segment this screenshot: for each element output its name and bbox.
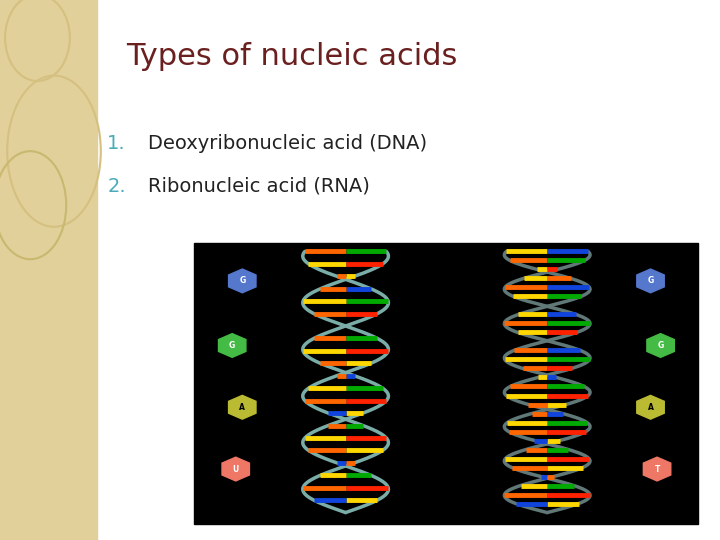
Bar bbox=[0, 0, 97, 540]
Text: G: G bbox=[229, 341, 235, 350]
Text: 2.: 2. bbox=[107, 177, 126, 196]
Text: T: T bbox=[654, 464, 660, 474]
Text: G: G bbox=[647, 276, 654, 286]
Text: Deoxyribonucleic acid (DNA): Deoxyribonucleic acid (DNA) bbox=[148, 133, 427, 153]
Text: A: A bbox=[647, 403, 654, 412]
Text: A: A bbox=[239, 403, 246, 412]
Text: G: G bbox=[239, 276, 246, 286]
Text: G: G bbox=[657, 341, 664, 350]
Bar bbox=[194, 243, 698, 524]
Text: Ribonucleic acid (RNA): Ribonucleic acid (RNA) bbox=[148, 177, 369, 196]
Text: 1.: 1. bbox=[107, 133, 126, 153]
Text: Types of nucleic acids: Types of nucleic acids bbox=[126, 42, 457, 71]
Text: U: U bbox=[233, 464, 239, 474]
